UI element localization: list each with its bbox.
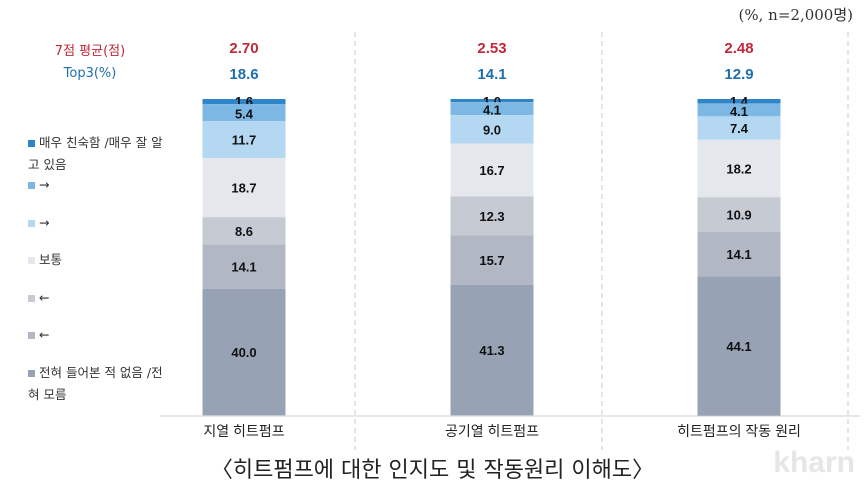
- legend-label: ←: [39, 327, 50, 342]
- data-label: 9.0: [483, 122, 501, 137]
- unit-note: (%, n=2,000명): [738, 6, 853, 24]
- bar-segment: [697, 231, 781, 277]
- data-label: 12.3: [479, 209, 504, 224]
- summary-value: 18.6: [229, 66, 258, 83]
- summary-value: 14.1: [477, 66, 506, 83]
- data-label: 10.9: [726, 207, 751, 222]
- watermark-logo: kharn: [773, 446, 855, 479]
- summary-value: 2.53: [477, 40, 506, 57]
- legend-label: ←: [39, 290, 50, 305]
- bar-segment: [450, 196, 534, 236]
- legend-swatch: [28, 295, 35, 302]
- data-label: 14.1: [726, 247, 751, 262]
- data-label: 15.7: [479, 253, 504, 268]
- legend-label: →: [39, 177, 50, 192]
- bar-segment: [450, 115, 534, 144]
- bar-segment: [450, 102, 534, 116]
- category-label: 히트펌프의 작동 원리: [677, 423, 801, 439]
- bar-segment: [450, 143, 534, 197]
- data-label: 11.7: [232, 133, 257, 148]
- legend-item: 매우 친숙함 /매우 잘 알고 있음: [28, 132, 168, 176]
- bar-segment: [202, 104, 286, 122]
- bar-segment: [697, 116, 781, 140]
- legend-swatch: [28, 140, 35, 147]
- data-label: 14.1: [231, 260, 256, 275]
- legend-label: →: [39, 215, 50, 230]
- legend-item: →: [28, 174, 168, 196]
- bar-segment: [697, 139, 781, 198]
- legend-swatch: [28, 257, 35, 264]
- legend-label: 보통: [39, 252, 63, 267]
- legend-item: →: [28, 212, 168, 234]
- bar-segment: [202, 121, 286, 159]
- bar-segment: [202, 244, 286, 289]
- data-label: 4.1: [483, 103, 501, 118]
- category-label: 지열 히트펌프: [203, 423, 284, 439]
- summary-value: 2.48: [724, 40, 753, 57]
- legend-swatch: [28, 182, 35, 189]
- legend-item: ←: [28, 324, 168, 346]
- category-label: 공기열 히트펌프: [445, 423, 539, 439]
- data-label: 40.0: [231, 345, 256, 360]
- legend-item: ←: [28, 287, 168, 309]
- legend-swatch: [28, 370, 35, 377]
- legend-label: 매우 친숙함 /매우 잘 알고 있음: [28, 135, 163, 172]
- legend-item: 전혀 들어본 적 없음 /전혀 모름: [28, 362, 168, 406]
- summary-label-avg: 7점 평균(점): [54, 44, 126, 59]
- bar-segment: [697, 103, 781, 117]
- summary-value: 12.9: [724, 66, 753, 83]
- data-label: 18.7: [231, 181, 256, 196]
- bar-segment: [697, 99, 781, 104]
- bar-segment: [450, 235, 534, 285]
- data-label: 4.1: [730, 104, 748, 119]
- bar-segment: [202, 158, 286, 218]
- legend-label: 전혀 들어본 적 없음 /전혀 모름: [28, 365, 163, 402]
- chart-title: 〈히트펌프에 대한 인지도 및 작동원리 이해도〉: [210, 458, 655, 483]
- bar-segment: [697, 197, 781, 232]
- bar-segment: [450, 99, 534, 103]
- data-label: 18.2: [726, 162, 751, 177]
- legend-swatch: [28, 332, 35, 339]
- data-label: 7.4: [730, 121, 749, 136]
- data-label: 44.1: [726, 339, 751, 354]
- bar-segment: [202, 288, 286, 416]
- bar-segment: [202, 217, 286, 245]
- bar-segment: [450, 284, 534, 416]
- bar-segment: [697, 276, 781, 416]
- bar-segment: [202, 99, 286, 105]
- data-label: 8.6: [235, 224, 253, 239]
- summary-label-top3: Top3(%): [63, 66, 117, 81]
- legend-item: 보통: [28, 249, 168, 271]
- legend-swatch: [28, 220, 35, 227]
- data-label: 16.7: [479, 163, 504, 178]
- data-label: 41.3: [479, 343, 504, 358]
- data-label: 5.4: [235, 107, 254, 122]
- summary-value: 2.70: [229, 40, 258, 57]
